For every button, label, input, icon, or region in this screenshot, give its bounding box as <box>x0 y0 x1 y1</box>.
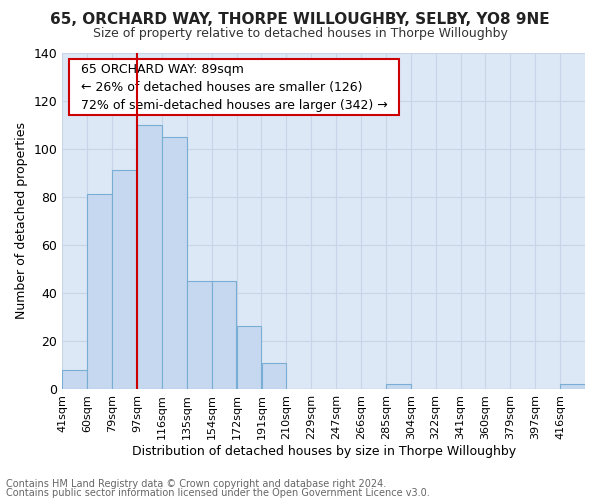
Text: Size of property relative to detached houses in Thorpe Willoughby: Size of property relative to detached ho… <box>92 28 508 40</box>
Bar <box>162 136 187 389</box>
Bar <box>187 281 212 389</box>
Bar <box>386 384 410 389</box>
Bar <box>236 326 261 389</box>
Bar <box>212 281 236 389</box>
Text: Contains HM Land Registry data © Crown copyright and database right 2024.: Contains HM Land Registry data © Crown c… <box>6 479 386 489</box>
Bar <box>560 384 585 389</box>
Y-axis label: Number of detached properties: Number of detached properties <box>15 122 28 319</box>
Text: 65 ORCHARD WAY: 89sqm  
  ← 26% of detached houses are smaller (126)  
  72% of : 65 ORCHARD WAY: 89sqm ← 26% of detached … <box>73 62 395 112</box>
Bar <box>88 194 112 389</box>
Bar <box>262 362 286 389</box>
X-axis label: Distribution of detached houses by size in Thorpe Willoughby: Distribution of detached houses by size … <box>131 444 516 458</box>
Bar <box>112 170 137 389</box>
Text: Contains public sector information licensed under the Open Government Licence v3: Contains public sector information licen… <box>6 488 430 498</box>
Bar <box>137 124 162 389</box>
Bar <box>62 370 87 389</box>
Text: 65, ORCHARD WAY, THORPE WILLOUGHBY, SELBY, YO8 9NE: 65, ORCHARD WAY, THORPE WILLOUGHBY, SELB… <box>50 12 550 28</box>
